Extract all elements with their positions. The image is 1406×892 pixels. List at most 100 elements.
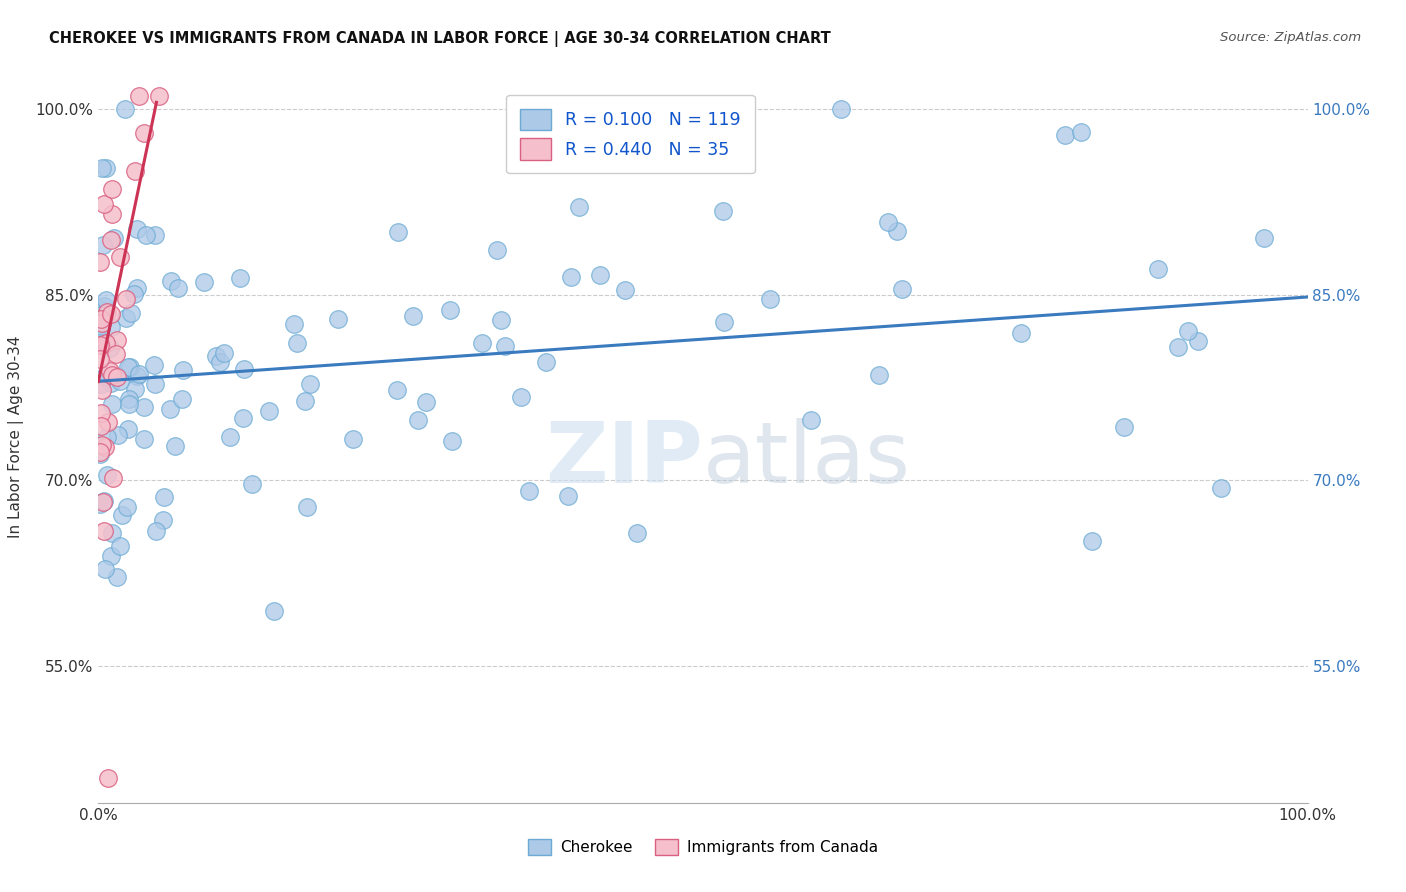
Point: [152, 513, 174, 527]
Point: [613, 283, 636, 297]
Point: [96, 305, 118, 319]
Legend: Cherokee, Immigrants from Canada: Cherokee, Immigrants from Canada: [522, 833, 884, 861]
Point: [143, 358, 166, 372]
Point: [711, 204, 734, 219]
Point: [100, 182, 122, 196]
Point: [439, 303, 461, 318]
Point: [285, 336, 308, 351]
Point: [124, 164, 146, 178]
Point: [387, 225, 409, 239]
Point: [100, 549, 122, 563]
Point: [134, 432, 156, 446]
Point: [128, 89, 150, 103]
Point: [118, 392, 141, 406]
Point: [759, 292, 782, 306]
Point: [283, 318, 305, 332]
Point: [91, 383, 114, 397]
Point: [89, 447, 111, 461]
Point: [219, 430, 242, 444]
Point: [93, 562, 115, 576]
Point: [100, 233, 122, 247]
Point: [342, 432, 364, 446]
Point: [101, 526, 124, 541]
Point: [114, 102, 136, 116]
Point: [93, 524, 115, 539]
Point: [509, 390, 531, 404]
Point: [94, 369, 117, 384]
Point: [93, 196, 115, 211]
Point: [115, 310, 138, 325]
Point: [100, 376, 122, 390]
Point: [110, 250, 132, 264]
Point: [402, 309, 425, 323]
Point: [205, 349, 228, 363]
Point: [124, 287, 146, 301]
Point: [89, 335, 111, 350]
Point: [91, 495, 114, 509]
Point: [98, 364, 121, 378]
Text: Source: ZipAtlas.com: Source: ZipAtlas.com: [1220, 31, 1361, 45]
Point: [440, 434, 463, 448]
Point: [135, 228, 157, 243]
Y-axis label: In Labor Force | Age 30-34: In Labor Force | Age 30-34: [8, 335, 24, 539]
Point: [1167, 340, 1189, 354]
Point: [118, 397, 141, 411]
Point: [589, 268, 612, 283]
Point: [626, 526, 648, 541]
Point: [1147, 261, 1170, 276]
Point: [132, 126, 155, 140]
Point: [295, 500, 318, 515]
Point: [103, 471, 125, 485]
Point: [557, 489, 579, 503]
Point: [148, 89, 170, 103]
Point: [111, 508, 134, 522]
Point: [1187, 334, 1209, 348]
Point: [209, 354, 232, 368]
Point: [560, 270, 582, 285]
Point: [232, 362, 254, 376]
Point: [101, 397, 124, 411]
Point: [90, 377, 112, 392]
Point: [94, 161, 117, 176]
Point: [877, 215, 900, 229]
Point: [298, 377, 321, 392]
Point: [886, 224, 908, 238]
Point: [93, 299, 115, 313]
Point: [232, 411, 254, 425]
Point: [1177, 324, 1199, 338]
Point: [153, 491, 176, 505]
Point: [172, 392, 194, 406]
Point: [486, 243, 509, 257]
Point: [100, 341, 122, 355]
Point: [118, 359, 141, 374]
Point: [96, 468, 118, 483]
Point: [91, 437, 114, 451]
Point: [94, 440, 117, 454]
Point: [90, 406, 112, 420]
Point: [90, 312, 112, 326]
Point: [193, 275, 215, 289]
Point: [800, 413, 823, 427]
Point: [91, 316, 114, 330]
Point: [166, 281, 188, 295]
Point: [96, 293, 118, 308]
Point: [212, 345, 235, 359]
Point: [108, 374, 131, 388]
Point: [517, 484, 540, 499]
Point: [471, 336, 494, 351]
Point: [229, 271, 252, 285]
Point: [90, 321, 112, 335]
Text: atlas: atlas: [703, 417, 911, 500]
Point: [108, 540, 131, 554]
Point: [134, 400, 156, 414]
Point: [1209, 481, 1232, 495]
Point: [143, 377, 166, 392]
Point: [105, 570, 128, 584]
Point: [105, 333, 128, 347]
Point: [107, 428, 129, 442]
Point: [90, 338, 112, 352]
Point: [1112, 420, 1135, 434]
Point: [159, 402, 181, 417]
Point: [128, 367, 150, 381]
Point: [263, 604, 285, 618]
